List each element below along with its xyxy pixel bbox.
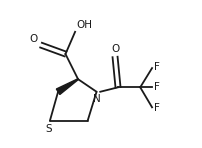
Text: O: O	[111, 44, 119, 54]
Text: S: S	[45, 124, 52, 134]
Text: F: F	[154, 103, 159, 113]
Text: OH: OH	[77, 20, 93, 30]
Text: N: N	[93, 94, 100, 104]
Polygon shape	[56, 79, 78, 95]
Text: O: O	[29, 34, 37, 44]
Text: F: F	[154, 82, 159, 92]
Text: F: F	[154, 62, 159, 72]
